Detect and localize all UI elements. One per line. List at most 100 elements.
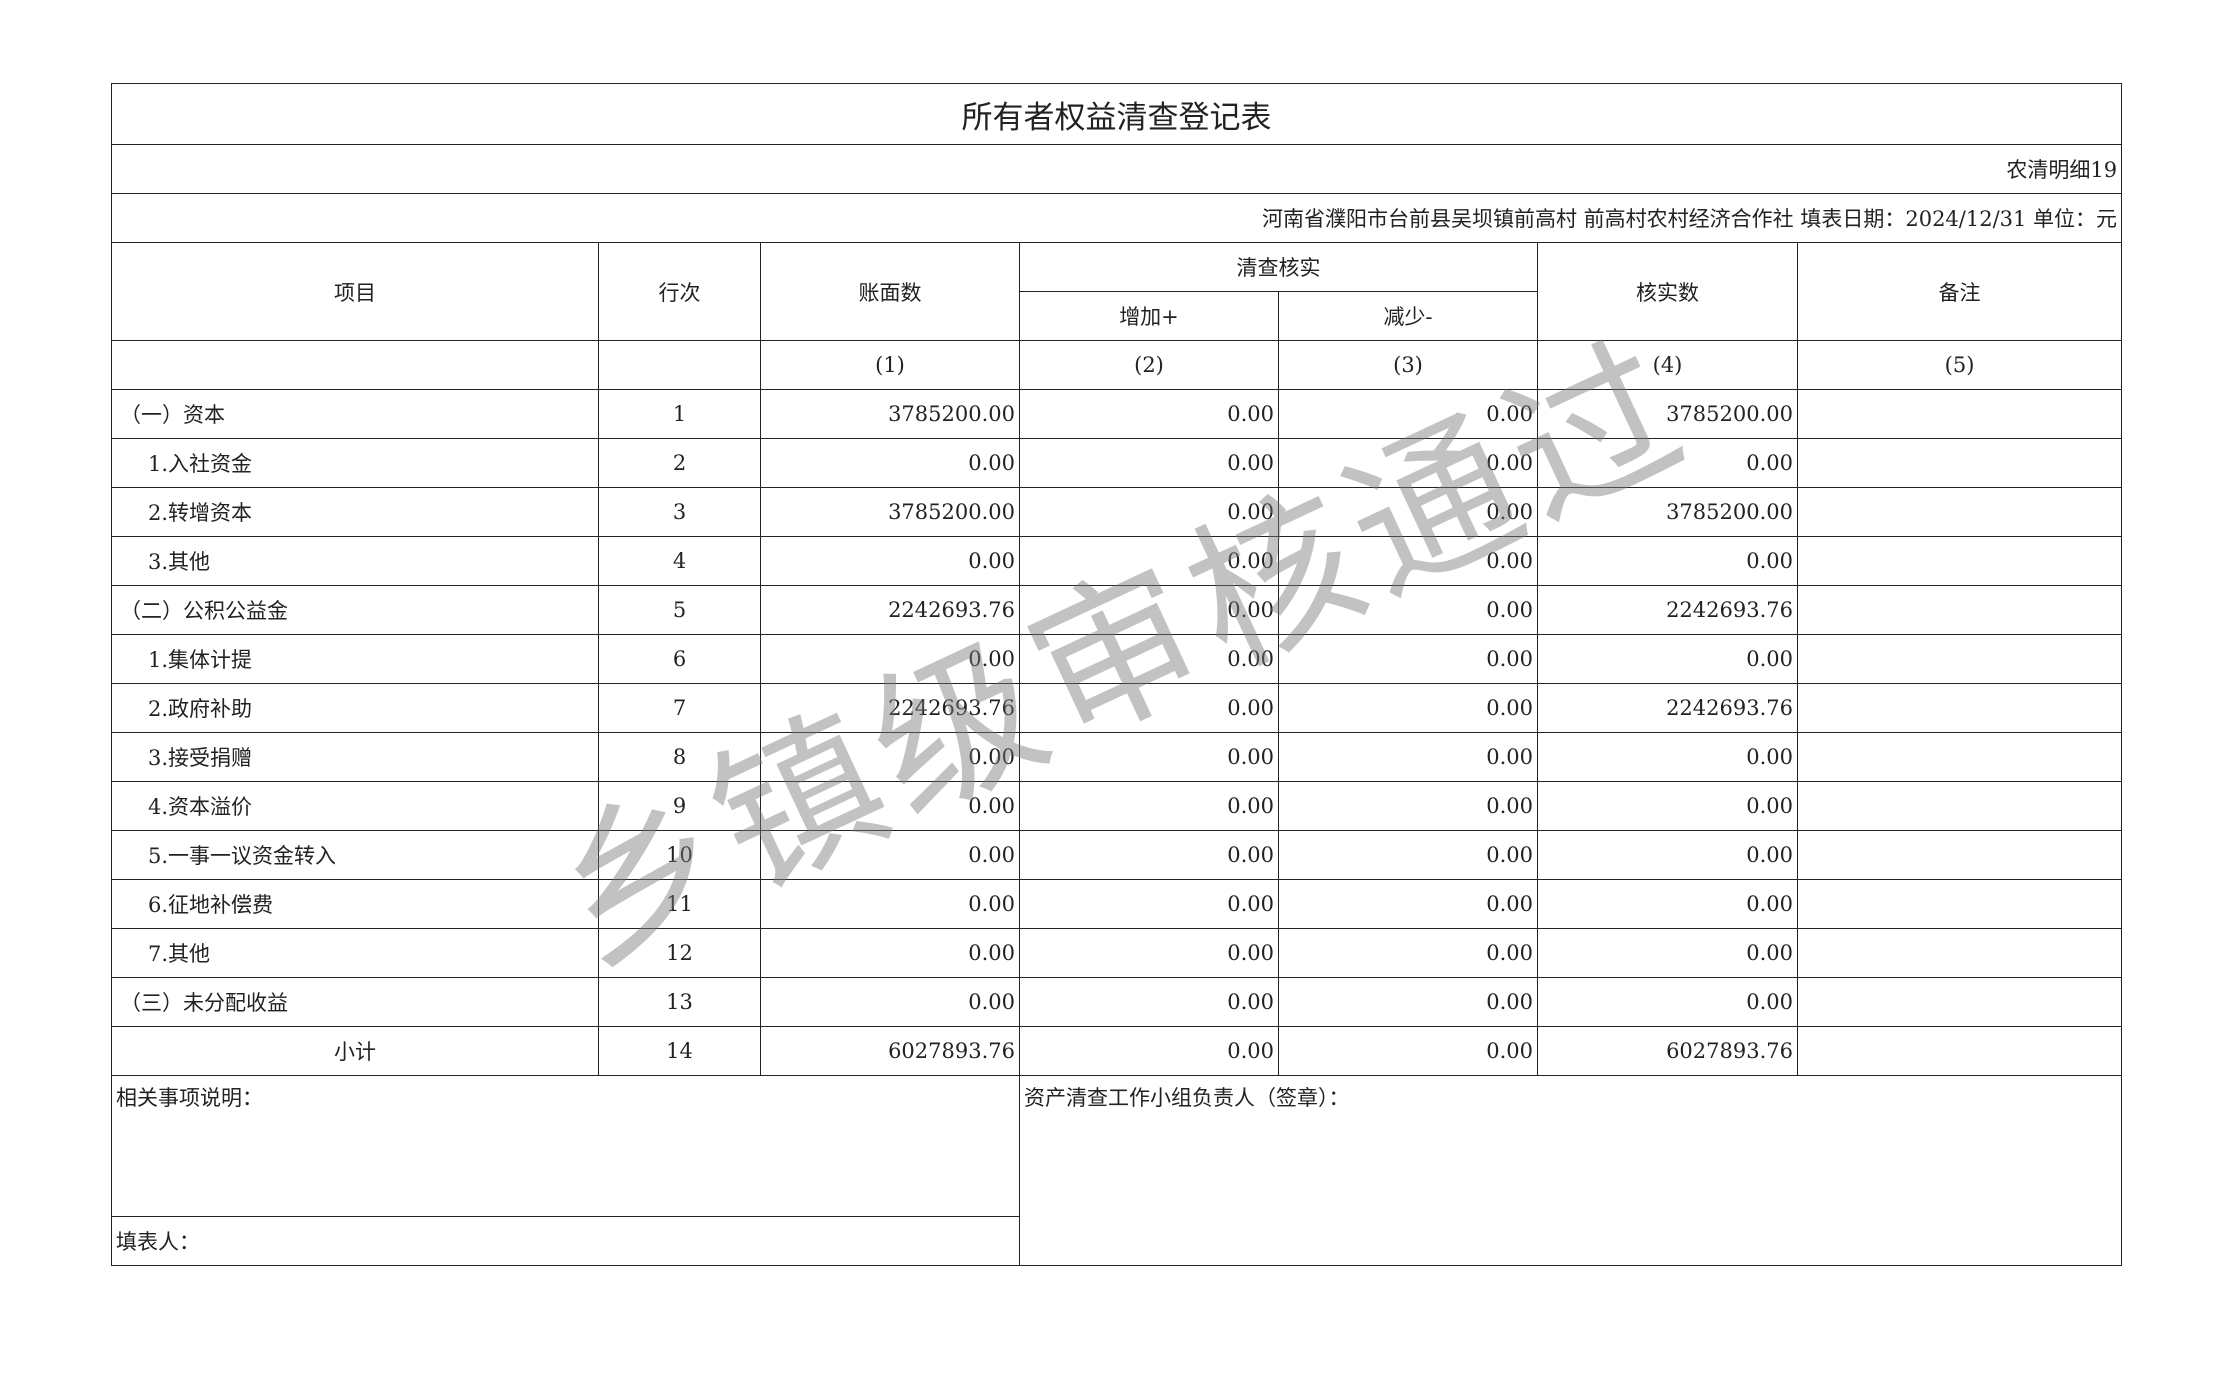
cell-dec: 0.00 [1278, 585, 1538, 635]
cell-item: （二）公积公益金 [111, 585, 599, 635]
cell-remark [1796, 1026, 2123, 1076]
table-row: 2.政府补助 7 2242693.76 0.00 0.00 2242693.76 [111, 683, 2123, 733]
cell-ver: 0.00 [1537, 977, 1798, 1027]
cell-remark [1796, 732, 2123, 782]
cell-remark [1796, 536, 2123, 586]
cell-remark [1796, 683, 2123, 733]
cell-inc: 0.00 [1019, 781, 1279, 831]
cell-remark [1796, 879, 2123, 929]
cell-remark [1796, 487, 2123, 537]
col-index-2: (2) [1019, 340, 1279, 390]
cell-book: 0.00 [760, 732, 1020, 782]
form-code: 农清明细19 [110, 144, 2123, 194]
col-index-1: (1) [760, 340, 1020, 390]
col-index-5: (5) [1796, 340, 2123, 390]
cell-inc: 0.00 [1019, 634, 1279, 684]
cell-dec: 0.00 [1278, 1026, 1538, 1076]
table-row: 3.其他 4 0.00 0.00 0.00 0.00 [111, 536, 2123, 586]
cell-remark [1796, 977, 2123, 1027]
cell-item: 3.接受捐赠 [111, 732, 599, 782]
cell-remark [1796, 438, 2123, 488]
cell-book: 2242693.76 [760, 585, 1020, 635]
header-decrease: 减少- [1278, 291, 1538, 341]
cell-inc: 0.00 [1019, 928, 1279, 978]
cell-inc: 0.00 [1019, 438, 1279, 488]
col-index-3: (3) [1278, 340, 1538, 390]
cell-dec: 0.00 [1278, 487, 1538, 537]
table-row: 7.其他 12 0.00 0.00 0.00 0.00 [111, 928, 2123, 978]
cell-ver: 0.00 [1537, 438, 1798, 488]
cell-dec: 0.00 [1278, 977, 1538, 1027]
table-row: 1.集体计提 6 0.00 0.00 0.00 0.00 [111, 634, 2123, 684]
table-row: 1.入社资金 2 0.00 0.00 0.00 0.00 [111, 438, 2123, 488]
cell-remark [1796, 585, 2123, 635]
col-index-4: (4) [1537, 340, 1798, 390]
cell-inc: 0.00 [1019, 585, 1279, 635]
cell-no: 14 [598, 1026, 761, 1076]
cell-book: 2242693.76 [760, 683, 1020, 733]
cell-book: 3785200.00 [760, 389, 1020, 439]
cell-remark [1796, 781, 2123, 831]
cell-book: 0.00 [760, 928, 1020, 978]
cell-inc: 0.00 [1019, 389, 1279, 439]
preparer-field: 填表人： [111, 1216, 1020, 1266]
table-row: 4.资本溢价 9 0.00 0.00 0.00 0.00 [111, 781, 2123, 831]
cell-remark [1796, 830, 2123, 880]
cell-item: （三）未分配收益 [111, 977, 599, 1027]
cell-no: 1 [598, 389, 761, 439]
cell-inc: 0.00 [1019, 977, 1279, 1027]
cell-inc: 0.00 [1019, 683, 1279, 733]
cell-ver: 2242693.76 [1537, 585, 1798, 635]
cell-ver: 0.00 [1537, 928, 1798, 978]
cell-ver: 3785200.00 [1537, 487, 1798, 537]
cell-inc: 0.00 [1019, 879, 1279, 929]
col-index-empty [598, 340, 761, 390]
cell-item: 4.资本溢价 [111, 781, 599, 831]
cell-ver: 0.00 [1537, 634, 1798, 684]
cell-book: 0.00 [760, 830, 1020, 880]
cell-inc: 0.00 [1019, 536, 1279, 586]
cell-inc: 0.00 [1019, 732, 1279, 782]
cell-book: 0.00 [760, 781, 1020, 831]
notes-field: 相关事项说明： [111, 1075, 1020, 1217]
cell-no: 9 [598, 781, 761, 831]
header-item: 项目 [111, 242, 599, 341]
cell-dec: 0.00 [1278, 683, 1538, 733]
header-book: 账面数 [760, 242, 1020, 341]
cell-ver: 3785200.00 [1537, 389, 1798, 439]
cell-ver: 2242693.76 [1537, 683, 1798, 733]
cell-book: 0.00 [760, 438, 1020, 488]
org-info: 河南省濮阳市台前县吴坝镇前高村 前高村农村经济合作社 填表日期：2024/12/… [110, 193, 2123, 243]
cell-ver: 0.00 [1537, 781, 1798, 831]
col-index-empty [111, 340, 599, 390]
cell-ver: 0.00 [1537, 536, 1798, 586]
cell-book: 3785200.00 [760, 487, 1020, 537]
cell-dec: 0.00 [1278, 634, 1538, 684]
cell-ver: 0.00 [1537, 830, 1798, 880]
cell-no: 4 [598, 536, 761, 586]
cell-dec: 0.00 [1278, 781, 1538, 831]
cell-ver: 6027893.76 [1537, 1026, 1798, 1076]
cell-no: 5 [598, 585, 761, 635]
table-row: 3.接受捐赠 8 0.00 0.00 0.00 0.00 [111, 732, 2123, 782]
cell-item: 2.政府补助 [111, 683, 599, 733]
cell-no: 2 [598, 438, 761, 488]
table-row: （二）公积公益金 5 2242693.76 0.00 0.00 2242693.76 [111, 585, 2123, 635]
table-row: 小计 14 6027893.76 0.00 0.00 6027893.76 [111, 1026, 2123, 1076]
cell-item: 7.其他 [111, 928, 599, 978]
cell-item: 1.入社资金 [111, 438, 599, 488]
leader-signature-field: 资产清查工作小组负责人（签章）： [1018, 1075, 2123, 1266]
page-title: 所有者权益清查登记表 [110, 83, 2123, 145]
cell-remark [1796, 389, 2123, 439]
cell-no: 8 [598, 732, 761, 782]
table-row: 2.转增资本 3 3785200.00 0.00 0.00 3785200.00 [111, 487, 2123, 537]
cell-no: 10 [598, 830, 761, 880]
cell-item: 2.转增资本 [111, 487, 599, 537]
table-row: 5.一事一议资金转入 10 0.00 0.00 0.00 0.00 [111, 830, 2123, 880]
table-row: 6.征地补偿费 11 0.00 0.00 0.00 0.00 [111, 879, 2123, 929]
header-verify-group: 清查核实 [1019, 242, 1538, 292]
cell-no: 6 [598, 634, 761, 684]
cell-remark [1796, 634, 2123, 684]
cell-no: 3 [598, 487, 761, 537]
cell-dec: 0.00 [1278, 830, 1538, 880]
